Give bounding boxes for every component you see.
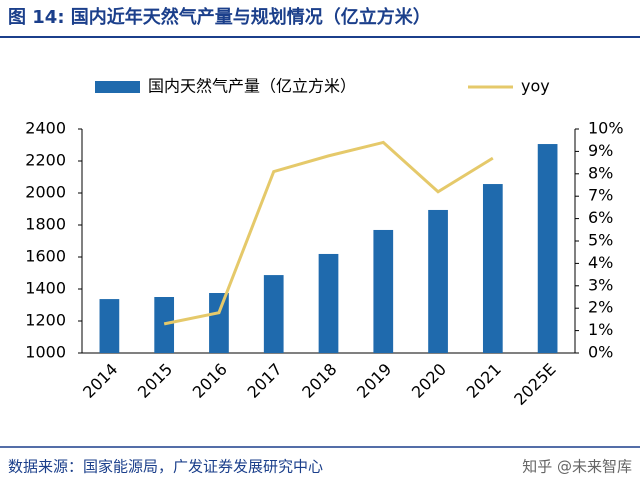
bar <box>373 229 394 353</box>
y2-tick-label: 0% <box>588 343 613 362</box>
y2-tick-label: 6% <box>588 208 613 227</box>
y2-tick-label: 4% <box>588 253 613 272</box>
y2-tick-label: 7% <box>588 186 613 205</box>
bar <box>537 144 558 353</box>
y2-tick-label: 2% <box>588 298 613 317</box>
y2-tick-label: 8% <box>588 163 613 182</box>
bar <box>209 293 229 353</box>
x-tick-label: 2017 <box>244 360 286 402</box>
y-tick-label: 2400 <box>25 119 66 138</box>
y2-tick-label: 3% <box>588 275 613 294</box>
x-tick-label: 2025E <box>510 360 559 409</box>
y2-tick-label: 5% <box>588 231 613 250</box>
bar <box>428 209 448 353</box>
bar <box>318 253 339 353</box>
y-tick-label: 1600 <box>25 247 66 266</box>
x-tick-label: 2016 <box>189 360 231 402</box>
y2-tick-label: 1% <box>588 320 613 339</box>
x-tick-label: 2021 <box>463 360 505 402</box>
y2-tick-label: 9% <box>588 141 613 160</box>
bar <box>263 275 284 353</box>
y-tick-label: 2000 <box>25 183 66 202</box>
y-tick-label: 1400 <box>25 279 66 298</box>
y-tick-label: 2200 <box>25 151 66 170</box>
watermark: 知乎 @未来智库 <box>522 458 632 476</box>
legend-label: yoy <box>521 77 550 96</box>
bar <box>99 299 120 353</box>
bar <box>154 297 175 353</box>
x-tick-label: 2015 <box>134 360 176 402</box>
source-note: 数据来源：国家能源局，广发证券发展研究中心 <box>8 458 323 476</box>
bar <box>482 184 503 353</box>
y-tick-label: 1000 <box>25 343 66 362</box>
y-tick-label: 1200 <box>25 311 66 330</box>
line <box>163 140 494 326</box>
x-tick-label: 2019 <box>353 360 395 402</box>
y2-tick-label: 10% <box>588 119 624 138</box>
x-tick-label: 2018 <box>298 360 340 402</box>
y-tick-label: 1800 <box>25 215 66 234</box>
legend-swatch <box>95 81 140 93</box>
x-tick-label: 2014 <box>79 360 121 402</box>
x-tick-label: 2020 <box>408 360 450 402</box>
chart-title: 图 14: 国内近年天然气产量与规划情况（亿立方米） <box>8 6 431 28</box>
legend-label: 国内天然气产量（亿立方米） <box>148 77 356 96</box>
